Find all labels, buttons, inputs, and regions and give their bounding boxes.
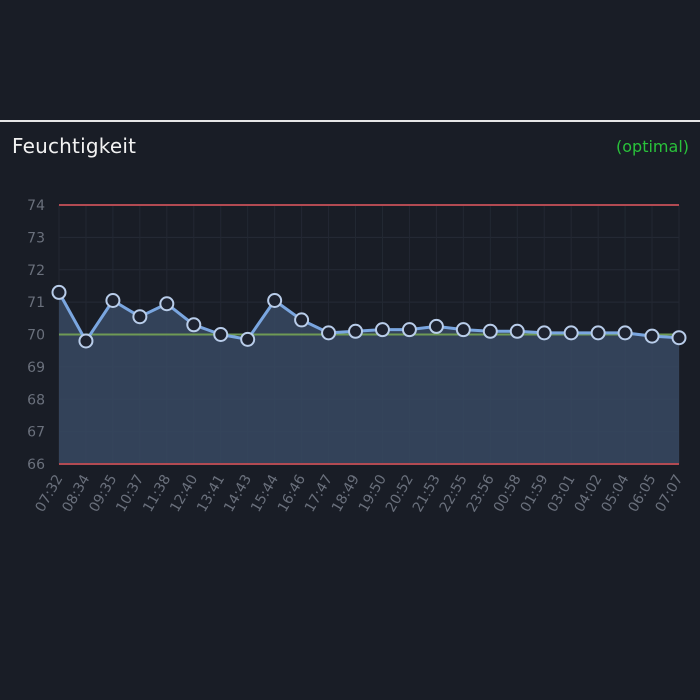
card-title: Feuchtigkeit [12, 134, 137, 158]
y-tick-label: 73 [27, 230, 45, 246]
data-point [455, 322, 471, 338]
data-point [51, 284, 67, 300]
y-tick-label: 72 [27, 263, 45, 279]
data-point [563, 325, 579, 341]
data-point [213, 327, 229, 342]
x-tick-label: 07:07 [652, 472, 686, 515]
data-point [617, 325, 633, 341]
data-point [482, 323, 498, 339]
y-tick-label: 69 [27, 360, 45, 376]
y-tick-label: 66 [27, 457, 45, 473]
y-tick-label: 74 [27, 198, 45, 214]
y-tick-label: 68 [27, 392, 45, 408]
data-point [590, 325, 606, 341]
status-badge: (optimal) [616, 137, 689, 156]
header-divider [0, 120, 700, 122]
series-area [59, 292, 679, 464]
data-point [105, 293, 121, 309]
data-point [159, 296, 175, 312]
y-axis-ticks: 74 73 72 71 70 69 68 67 66 [27, 198, 45, 473]
data-point [186, 317, 202, 333]
card-header: Feuchtigkeit (optimal) [0, 122, 700, 172]
data-point [78, 333, 94, 349]
x-axis-ticks: 07:3208:3409:3510:3711:3812:4013:4114:43… [32, 472, 686, 515]
data-points [51, 284, 687, 349]
data-point [240, 331, 256, 347]
area-fill-layer [59, 292, 679, 464]
data-point [509, 323, 525, 339]
data-point [321, 325, 337, 341]
y-tick-label: 70 [27, 328, 45, 344]
data-point [644, 328, 660, 344]
data-point [132, 309, 148, 325]
data-point [401, 322, 417, 338]
data-point [671, 330, 687, 346]
top-bar [0, 0, 700, 120]
data-point [267, 293, 283, 309]
data-point [348, 323, 364, 339]
data-point [374, 322, 390, 338]
y-tick-label: 71 [27, 295, 45, 311]
data-point [294, 312, 310, 328]
y-tick-label: 67 [27, 425, 45, 441]
data-point [428, 318, 444, 334]
data-point [536, 325, 552, 341]
